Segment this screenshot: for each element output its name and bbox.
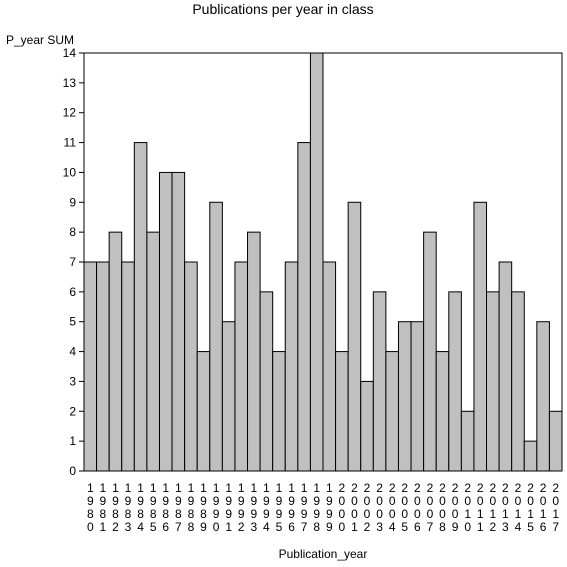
bar-1984 (133, 142, 148, 472)
bar-1986 (158, 171, 173, 472)
bar-1985 (146, 231, 160, 472)
bar-2010 (460, 410, 475, 472)
chart-title: Publications per year in class (192, 1, 373, 17)
bar-1992 (234, 261, 249, 472)
bar-2004 (385, 351, 399, 472)
y-tick-label: 11 (64, 136, 77, 150)
bar-1994 (259, 291, 274, 472)
bar-2000 (335, 351, 349, 472)
bar-2009 (448, 291, 462, 472)
bar-1987 (171, 171, 186, 472)
bar-1993 (247, 231, 261, 472)
bar-1999 (322, 261, 337, 472)
bar-2015 (523, 440, 538, 472)
bar-2016 (536, 321, 550, 472)
y-tick-label: 7 (69, 255, 76, 269)
y-tick-label: 13 (63, 76, 77, 90)
bar-2012 (486, 291, 500, 472)
x-axis-tick-labels: 1 9 8 0 1 9 8 1 1 9 8 2 1 9 8 3 1 9 8 4 1 9 8 5 1 9 8 6 1 9 8 7 1 9 8 8 1 9 8 9… (87, 481, 559, 534)
bar-1995 (272, 351, 286, 472)
y-tick-label: 1 (69, 434, 76, 448)
bar-2014 (511, 291, 525, 472)
y-tick-label: 14 (63, 46, 77, 60)
bar-2011 (473, 201, 488, 472)
y-tick-label: 8 (69, 225, 76, 239)
bar-1997 (297, 142, 311, 472)
x-axis-label: Publication_year (279, 547, 368, 561)
bar-2013 (498, 261, 513, 472)
y-tick-label: 10 (63, 165, 77, 179)
bar-2008 (435, 351, 450, 472)
y-tick-label: 3 (69, 374, 76, 388)
bar-1996 (284, 261, 299, 472)
y-axis-label: P_year SUM (6, 33, 74, 47)
y-tick-label: 9 (69, 195, 76, 209)
y-tick-label: 5 (69, 315, 76, 329)
bar-1998 (309, 52, 324, 472)
bar-1981 (96, 261, 110, 472)
y-tick-label: 2 (69, 404, 76, 418)
bar-2002 (360, 380, 374, 472)
bar-1988 (184, 261, 198, 472)
bar-1982 (108, 231, 123, 472)
bars-group (83, 52, 563, 472)
y-tick-label: 4 (69, 345, 76, 359)
bar-1983 (121, 261, 135, 472)
bar-2001 (347, 201, 362, 472)
bar-2017 (548, 410, 563, 472)
bar-2007 (423, 231, 437, 472)
bar-2006 (410, 321, 425, 472)
bar-1990 (209, 201, 223, 472)
bar-1989 (196, 351, 211, 472)
bar-1991 (221, 321, 236, 472)
y-tick-label: 6 (69, 285, 76, 299)
y-tick-label: 12 (63, 106, 77, 120)
y-tick-label: 0 (69, 464, 76, 478)
bar-2005 (397, 321, 412, 472)
bar-1980 (83, 261, 98, 472)
bar-2003 (372, 291, 387, 472)
